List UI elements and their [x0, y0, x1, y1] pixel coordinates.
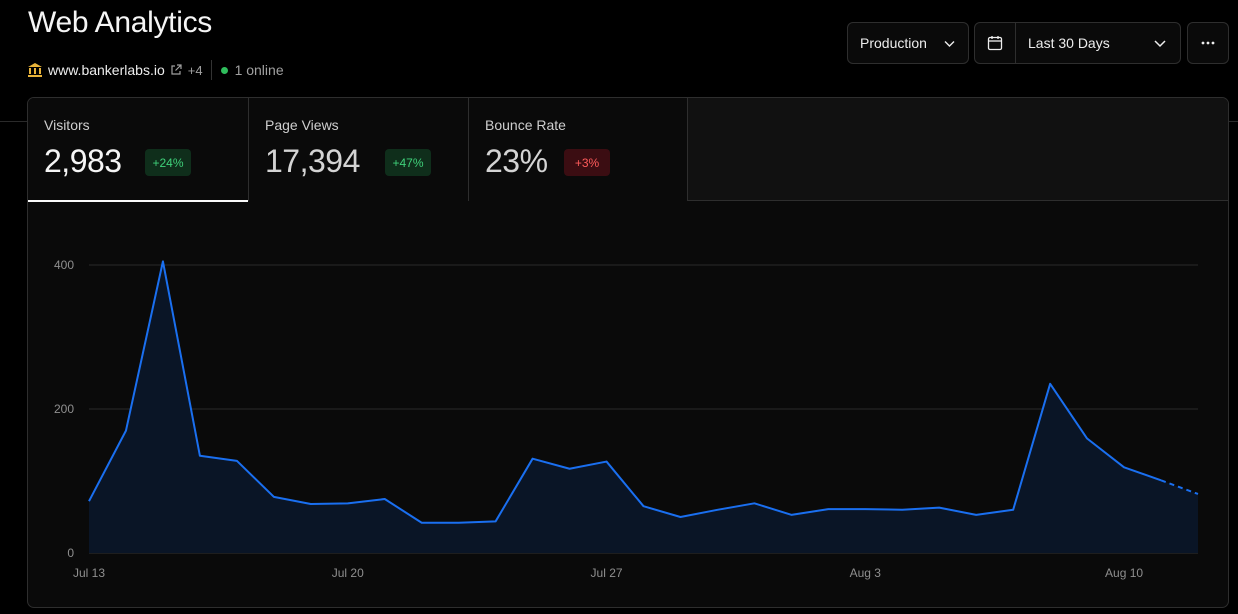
data-point [1158, 477, 1164, 483]
data-point [234, 458, 240, 464]
data-point [1010, 507, 1016, 513]
data-point [382, 496, 388, 502]
data-point [604, 459, 610, 465]
data-point [160, 258, 166, 264]
change-badge: +3% [564, 149, 610, 176]
header-divider-right [1228, 121, 1238, 122]
series-line-partial [1160, 479, 1199, 495]
data-point [530, 456, 536, 462]
data-point [308, 501, 314, 507]
data-point [899, 507, 905, 513]
data-point [677, 514, 683, 520]
header-divider-left [0, 121, 28, 122]
data-point [345, 500, 351, 506]
more-domains-count[interactable]: +4 [187, 62, 203, 78]
data-point [1121, 464, 1127, 470]
change-badge: +24% [145, 149, 191, 176]
metric-value: 23% [485, 143, 548, 179]
data-point [825, 506, 831, 512]
active-tab-indicator [28, 200, 248, 202]
environment-select-label: Production [860, 35, 927, 51]
y-tick-label: 200 [54, 402, 74, 416]
bank-icon [28, 63, 42, 77]
series-line [88, 260, 1162, 524]
chevron-down-icon [944, 41, 955, 47]
data-point [1047, 381, 1053, 387]
data-point [936, 505, 942, 511]
more-horizontal-icon [1201, 41, 1215, 45]
date-range-select[interactable]: Last 30 Days [974, 22, 1181, 64]
site-domain-link[interactable]: www.bankerlabs.io [48, 62, 165, 78]
data-point [788, 512, 794, 518]
calendar-icon [987, 36, 1003, 51]
metric-tabs: Visitors 2,983 +24% Page Views 17,394 +4… [28, 98, 1228, 202]
y-tick-label: 0 [67, 546, 74, 560]
visitors-chart[interactable]: 0 200 400 Jul 13 Jul 20 Jul 27 Aug 3 Aug 10 [28, 202, 1228, 607]
x-tick-label: Aug 10 [1105, 566, 1143, 580]
series-area [89, 261, 1198, 553]
tab-visitors[interactable]: Visitors 2,983 +24% [28, 98, 249, 202]
metric-label: Bounce Rate [485, 117, 566, 133]
tab-bounce-rate[interactable]: Bounce Rate 23% +3% [469, 98, 688, 201]
tab-page-views[interactable]: Page Views 17,394 +47% [249, 98, 469, 201]
change-badge: +47% [385, 149, 431, 176]
y-tick-label: 400 [54, 258, 74, 272]
data-point [751, 500, 757, 506]
environment-select[interactable]: Production [847, 22, 969, 64]
data-point [86, 498, 92, 504]
data-point [1195, 491, 1201, 497]
calendar-button[interactable] [975, 23, 1016, 63]
page-title: Web Analytics [28, 6, 212, 39]
data-point [197, 453, 203, 459]
x-tick-label: Jul 13 [73, 566, 105, 580]
data-point [973, 512, 979, 518]
metric-label: Page Views [265, 117, 339, 133]
x-tick-label: Aug 3 [850, 566, 882, 580]
metric-value: 17,394 [265, 143, 360, 179]
data-point [123, 428, 129, 434]
data-point [419, 520, 425, 526]
online-status-dot [220, 66, 228, 74]
analytics-card: Visitors 2,983 +24% Page Views 17,394 +4… [27, 97, 1229, 608]
metric-label: Visitors [44, 117, 90, 133]
data-point [493, 518, 499, 524]
divider [210, 60, 212, 80]
data-point [271, 494, 277, 500]
x-tick-label: Jul 20 [332, 566, 364, 580]
metric-value: 2,983 [44, 143, 122, 179]
date-range-label: Last 30 Days [1028, 35, 1110, 51]
data-point [1084, 436, 1090, 442]
external-link-icon[interactable] [170, 64, 182, 76]
data-point [567, 466, 573, 472]
more-options-button[interactable] [1187, 22, 1229, 64]
site-info-row: www.bankerlabs.io +4 1 online [27, 60, 284, 80]
data-point [456, 520, 462, 526]
online-count: 1 online [234, 62, 284, 78]
x-tick-label: Jul 27 [591, 566, 623, 580]
chevron-down-icon [1154, 40, 1166, 48]
data-point [714, 507, 720, 513]
data-point [862, 506, 868, 512]
data-point [641, 503, 647, 509]
